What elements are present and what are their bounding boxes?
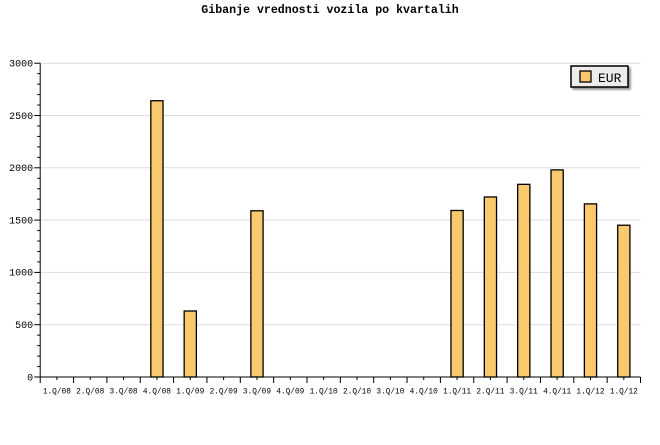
svg-text:2000: 2000 [9, 164, 33, 175]
svg-text:1.Q/08: 1.Q/08 [43, 389, 71, 397]
svg-text:4.Q/09: 4.Q/09 [276, 389, 304, 397]
svg-text:1.Q/11: 1.Q/11 [443, 389, 471, 397]
svg-text:1000: 1000 [9, 269, 33, 280]
svg-text:2.Q/10: 2.Q/10 [343, 389, 371, 397]
svg-text:1500: 1500 [9, 216, 33, 227]
svg-text:1.Q/09: 1.Q/09 [176, 389, 204, 397]
svg-text:1.Q/12: 1.Q/12 [576, 389, 604, 397]
svg-text:4.Q/11: 4.Q/11 [543, 389, 571, 397]
svg-text:3.Q/08: 3.Q/08 [110, 389, 138, 397]
svg-text:0: 0 [27, 373, 33, 384]
svg-text:3.Q/11: 3.Q/11 [510, 389, 538, 397]
svg-text:2.Q/09: 2.Q/09 [210, 389, 238, 397]
svg-text:500: 500 [15, 321, 33, 332]
svg-text:EUR: EUR [598, 71, 622, 86]
svg-text:3.Q/10: 3.Q/10 [376, 389, 404, 397]
svg-text:4.Q/10: 4.Q/10 [410, 389, 438, 397]
svg-text:3000: 3000 [9, 60, 33, 71]
svg-text:2500: 2500 [9, 112, 33, 123]
svg-text:2.Q/11: 2.Q/11 [476, 389, 504, 397]
svg-text:1.Q/10: 1.Q/10 [310, 389, 338, 397]
svg-text:1.Q/12: 1.Q/12 [610, 389, 638, 397]
svg-text:3.Q/09: 3.Q/09 [243, 389, 271, 397]
svg-text:4.Q/08: 4.Q/08 [143, 389, 171, 397]
svg-text:2.Q/08: 2.Q/08 [76, 389, 104, 397]
